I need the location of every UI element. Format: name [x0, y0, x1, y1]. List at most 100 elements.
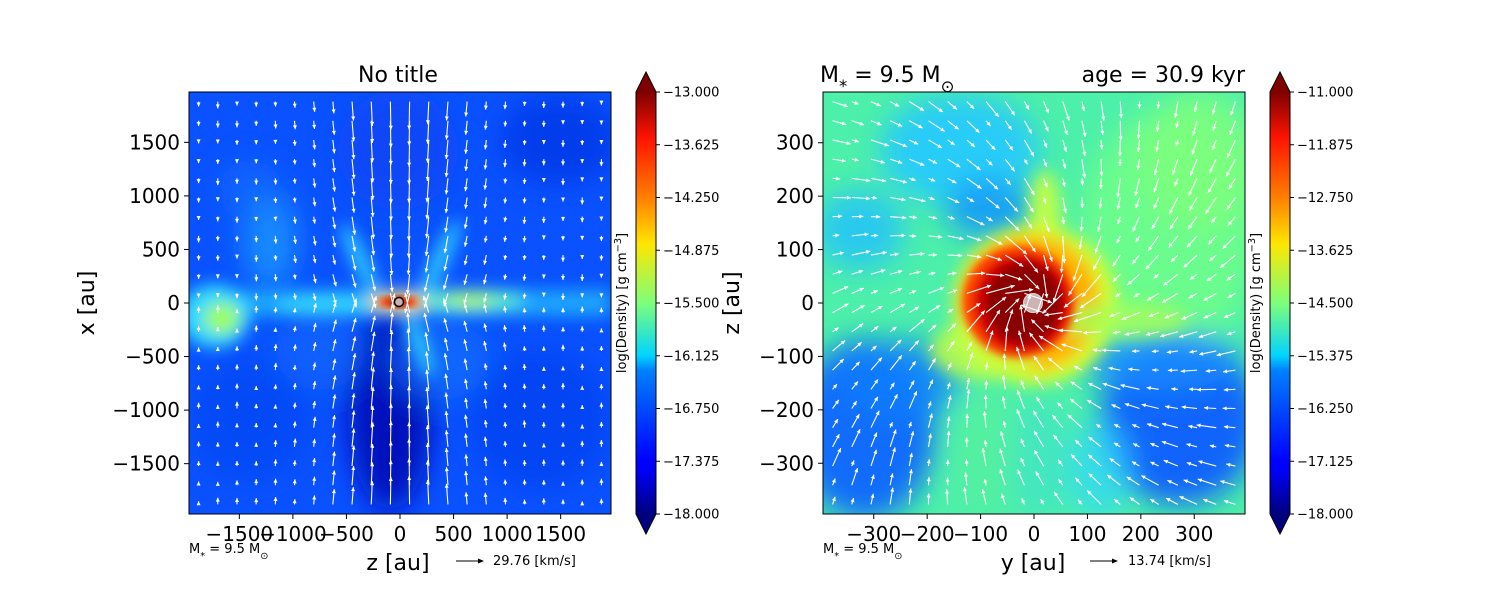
left-velocity-key: 29.76 [km/s]: [493, 554, 576, 569]
velocity-arrowhead: [580, 200, 585, 205]
velocity-arrowhead: [1206, 277, 1211, 282]
velocity-arrowhead: [292, 179, 297, 184]
right-key-arrowhead: [1112, 558, 1118, 564]
left-key-arrowhead: [478, 558, 484, 564]
velocity-arrowhead: [1099, 172, 1104, 177]
velocity-arrowhead: [352, 230, 357, 235]
velocity-arrowhead: [483, 145, 488, 150]
velocity-arrowhead: [1198, 460, 1203, 465]
velocity-arrowhead: [503, 365, 508, 370]
velocity-arrowhead: [196, 293, 201, 298]
velocity-arrowhead: [1196, 423, 1201, 428]
velocity-arrowhead: [464, 204, 468, 209]
velocity-arrowhead: [273, 362, 278, 368]
velocity-arrowhead: [889, 422, 893, 427]
velocity-arrowhead: [1150, 461, 1155, 466]
velocity-arrowhead: [406, 366, 411, 371]
velocity-arrowhead: [1173, 113, 1178, 118]
colorbar-tick-label: −16.125: [663, 349, 719, 364]
velocity-arrowhead: [580, 218, 585, 223]
velocity-arrowhead: [872, 345, 877, 350]
velocity-arrowhead: [859, 214, 864, 219]
velocity-arrowhead: [919, 106, 925, 111]
velocity-arrowhead: [1171, 387, 1176, 392]
velocity-arrowhead: [425, 369, 430, 374]
velocity-arrowhead: [976, 254, 982, 259]
velocity-arrowhead: [254, 238, 259, 243]
velocity-arrowhead: [483, 436, 488, 441]
velocity-arrowhead: [352, 265, 357, 271]
velocity-arrowhead: [1148, 313, 1154, 317]
velocity-arrowhead: [945, 477, 950, 482]
velocity-arrowhead: [292, 275, 297, 280]
right-colorbar-label: log(Density) [g cm−3]: [1247, 233, 1265, 373]
right-mass-note: M* = 9.5 M⊙: [823, 542, 902, 562]
velocity-arrowhead: [541, 459, 546, 464]
velocity-arrowhead: [837, 448, 841, 453]
velocity-arrowhead: [832, 384, 838, 389]
velocity-arrowhead: [1017, 469, 1022, 475]
velocity-arrowhead: [292, 344, 297, 349]
velocity-arrowhead: [1062, 258, 1067, 264]
velocity-arrowhead: [215, 384, 220, 389]
velocity-arrow: [1052, 274, 1064, 303]
velocity-arrowhead: [331, 167, 336, 173]
left-colorbar: −18.000 −17.375 −16.750 −16.125 −15.500 −14.8…: [613, 70, 719, 536]
velocity-arrowhead: [986, 121, 991, 126]
velocity-arrowhead: [873, 432, 878, 438]
velocity-arrowhead: [463, 186, 468, 192]
velocity-arrowhead: [977, 184, 982, 189]
velocity-arrowhead: [580, 293, 585, 298]
velocity-arrowhead: [1216, 352, 1222, 357]
velocity-arrowhead: [332, 375, 337, 380]
velocity-arrowhead: [444, 172, 449, 178]
velocity-arrowhead: [312, 107, 317, 112]
velocity-arrowhead: [1223, 314, 1229, 318]
velocity-arrowhead: [881, 178, 886, 183]
velocity-arrowhead: [1108, 366, 1113, 371]
velocity-arrowhead: [541, 498, 546, 503]
velocity-arrowhead: [919, 162, 925, 166]
velocity-arrowhead: [1112, 330, 1118, 335]
velocity-arrowhead: [215, 104, 220, 109]
velocity-arrowhead: [332, 358, 337, 364]
right-density-features: [823, 92, 1245, 514]
velocity-arrowhead: [999, 469, 1004, 474]
velocity-arrow: [1016, 346, 1025, 371]
velocity-arrowhead: [988, 217, 993, 222]
velocity-arrowhead: [351, 137, 356, 142]
colorbar-tick-label: −15.375: [1297, 349, 1353, 364]
velocity-arrowhead: [1145, 331, 1151, 336]
velocity-arrowhead: [580, 424, 585, 429]
velocity-arrowhead: [1188, 224, 1193, 230]
velocity-arrowhead: [580, 346, 585, 351]
velocity-arrowhead: [407, 403, 412, 408]
velocity-arrowhead: [503, 143, 508, 148]
velocity-arrowhead: [854, 100, 859, 105]
velocity-arrowhead: [929, 379, 934, 385]
velocity-arrowhead: [580, 102, 585, 107]
velocity-arrowhead: [442, 298, 447, 303]
velocity-arrowhead: [561, 499, 566, 504]
velocity-arrowhead: [1153, 204, 1158, 209]
velocity-arrowhead: [483, 303, 488, 309]
velocity-arrowhead: [332, 414, 337, 420]
right-colorbar-gradient: [1270, 92, 1290, 514]
velocity-arrowhead: [1068, 290, 1073, 296]
colorbar-tick-label: −17.125: [1297, 455, 1353, 470]
y-tick-label: 500: [142, 237, 180, 261]
velocity-arrowhead: [273, 256, 278, 261]
velocity-arrowhead: [541, 292, 546, 297]
velocity-arrowhead: [837, 270, 843, 275]
left-colorbar-gradient: [636, 92, 656, 514]
velocity-arrowhead: [1025, 105, 1029, 110]
velocity-arrowhead: [1061, 182, 1066, 187]
velocity-arrowhead: [875, 410, 880, 416]
velocity-arrowhead: [254, 257, 259, 262]
velocity-arrowhead: [1179, 334, 1184, 338]
velocity-arrowhead: [979, 221, 985, 226]
velocity-arrowhead: [352, 372, 357, 377]
velocity-arrowhead: [1080, 203, 1085, 208]
velocity-arrowhead: [1198, 334, 1204, 339]
velocity-arrowhead: [929, 344, 934, 350]
